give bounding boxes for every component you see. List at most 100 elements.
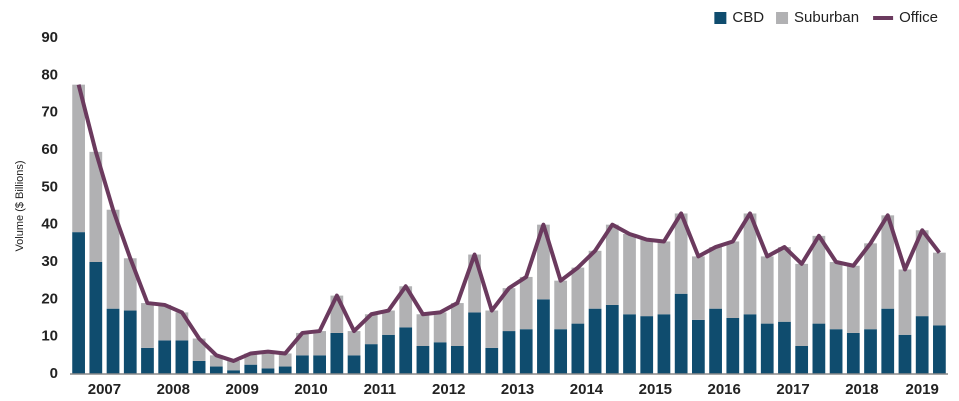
bar-segment xyxy=(537,299,550,374)
line xyxy=(76,84,941,363)
x-tick-label: 2018 xyxy=(845,381,878,398)
bar-segment xyxy=(812,235,826,324)
bar-segment xyxy=(743,314,757,374)
bar-segment xyxy=(209,366,223,374)
x-tick-label: 2019 xyxy=(905,381,938,398)
bar-segment xyxy=(864,329,877,374)
bar-segment xyxy=(605,224,619,305)
bar-segment xyxy=(330,332,344,374)
bar-segment xyxy=(450,346,464,374)
bar-segment xyxy=(382,334,395,374)
bar-segment xyxy=(571,323,585,374)
bar-segment xyxy=(502,331,516,374)
bar-segment xyxy=(433,312,447,343)
bar-segment xyxy=(898,334,912,374)
y-axis-label: Volume ($ Billions) xyxy=(14,160,26,251)
bar-segment xyxy=(89,262,103,374)
x-tick-label: 2009 xyxy=(225,381,258,398)
x-tick-label: 2016 xyxy=(708,381,741,398)
legend-swatch xyxy=(776,12,789,24)
bar-segment xyxy=(743,213,757,315)
bar-segment xyxy=(399,327,413,374)
bar-segment xyxy=(760,256,774,324)
bar-segment xyxy=(278,366,292,374)
y-tick-label: 60 xyxy=(41,141,58,158)
bar-segment xyxy=(623,234,636,315)
bar-segment xyxy=(72,232,85,374)
bar-segment xyxy=(726,318,740,374)
bar-segment xyxy=(588,308,602,374)
bar-segment xyxy=(364,314,378,345)
bar-segment xyxy=(554,329,568,374)
bar-segment xyxy=(674,213,688,294)
legend-label: Office xyxy=(899,9,938,26)
y-tick-label: 0 xyxy=(50,365,58,382)
bar-segment xyxy=(141,303,154,348)
bar-segment xyxy=(933,252,946,326)
x-tick-label: 2017 xyxy=(776,381,809,398)
bar-segment xyxy=(244,364,258,374)
bar-segment xyxy=(726,241,740,318)
bar-segment xyxy=(192,360,206,374)
bar-segment xyxy=(141,347,154,374)
bar-segment xyxy=(519,276,533,330)
x-tick-label: 2007 xyxy=(88,381,121,398)
bar-segment xyxy=(244,353,258,365)
bar-segment xyxy=(382,310,395,335)
bar-segment xyxy=(261,351,275,369)
bar-segment xyxy=(623,314,636,374)
bar-segment xyxy=(554,280,568,330)
legend-swatch xyxy=(714,12,727,24)
x-tick-label: 2010 xyxy=(294,381,327,398)
bar-segment xyxy=(158,340,172,374)
bar-segment xyxy=(106,308,120,374)
bar-segment xyxy=(313,331,326,356)
y-tick-label: 90 xyxy=(41,29,58,46)
bar-segment xyxy=(760,323,774,374)
y-tick-label: 40 xyxy=(41,216,58,233)
bar-segment xyxy=(812,323,826,374)
bar-segment xyxy=(450,303,464,346)
bar-segment xyxy=(795,263,809,346)
bar-segment xyxy=(571,267,585,324)
bar-segment xyxy=(709,247,722,309)
bar-segment xyxy=(209,355,223,367)
x-tick-label: 2011 xyxy=(364,381,397,398)
bar-segment xyxy=(123,310,137,374)
bar-segment xyxy=(795,346,809,374)
x-tick-label: 2008 xyxy=(157,381,190,398)
bar-segment xyxy=(313,355,326,374)
bar-segment xyxy=(347,355,361,374)
bar-segment xyxy=(227,360,240,371)
bar-segment xyxy=(537,224,550,300)
bar-segment xyxy=(416,346,430,374)
bar-segment xyxy=(915,316,929,374)
y-tick-label: 30 xyxy=(41,253,58,270)
bar-segment xyxy=(416,314,430,346)
x-tick-label: 2015 xyxy=(639,381,672,398)
bar-segment xyxy=(519,329,533,374)
bar-segment xyxy=(485,310,499,348)
bar-segment xyxy=(829,262,843,330)
bar-segment xyxy=(778,321,791,374)
bar-segment xyxy=(933,325,946,374)
bar-segment xyxy=(864,243,877,330)
bar-segment xyxy=(175,340,189,374)
bar-segment xyxy=(881,215,895,309)
bar-segment xyxy=(640,239,654,317)
bar-segment xyxy=(709,308,722,374)
bar-segment xyxy=(692,319,705,374)
bar-segment xyxy=(588,250,602,309)
legend-label: CBD xyxy=(732,9,764,26)
bar-segment xyxy=(106,209,120,309)
bar-segment xyxy=(364,344,378,374)
legend-label: Suburban xyxy=(794,9,859,26)
bar-segment xyxy=(72,84,85,233)
bar-segment xyxy=(778,247,791,322)
x-tick-label: 2014 xyxy=(570,381,604,398)
bar-segment xyxy=(846,265,860,333)
bar-segment xyxy=(278,353,292,367)
x-tick-label: 2012 xyxy=(432,381,465,398)
bar-segment xyxy=(692,256,705,320)
